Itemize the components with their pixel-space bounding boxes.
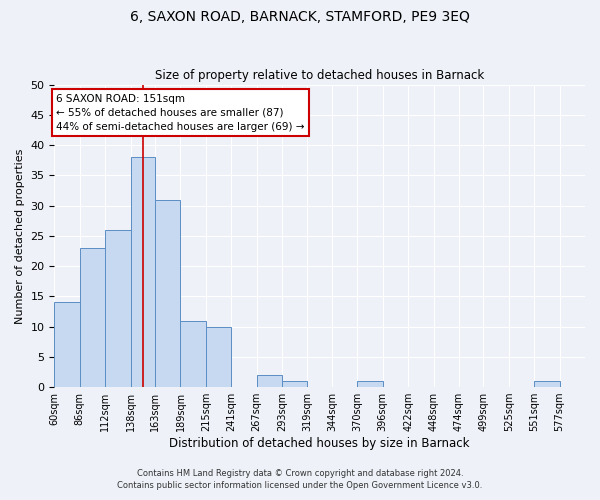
- Bar: [206, 326, 231, 387]
- Bar: [282, 381, 307, 387]
- Bar: [181, 320, 206, 387]
- Bar: [155, 200, 181, 387]
- Bar: [55, 302, 80, 387]
- Text: 6, SAXON ROAD, BARNACK, STAMFORD, PE9 3EQ: 6, SAXON ROAD, BARNACK, STAMFORD, PE9 3E…: [130, 10, 470, 24]
- Bar: [131, 157, 155, 387]
- Text: Contains HM Land Registry data © Crown copyright and database right 2024.
Contai: Contains HM Land Registry data © Crown c…: [118, 468, 482, 490]
- Text: 6 SAXON ROAD: 151sqm
← 55% of detached houses are smaller (87)
44% of semi-detac: 6 SAXON ROAD: 151sqm ← 55% of detached h…: [56, 94, 305, 132]
- Bar: [358, 381, 383, 387]
- X-axis label: Distribution of detached houses by size in Barnack: Distribution of detached houses by size …: [169, 437, 470, 450]
- Bar: [534, 381, 560, 387]
- Bar: [80, 248, 105, 387]
- Title: Size of property relative to detached houses in Barnack: Size of property relative to detached ho…: [155, 69, 484, 82]
- Bar: [257, 375, 282, 387]
- Bar: [105, 230, 131, 387]
- Y-axis label: Number of detached properties: Number of detached properties: [15, 148, 25, 324]
